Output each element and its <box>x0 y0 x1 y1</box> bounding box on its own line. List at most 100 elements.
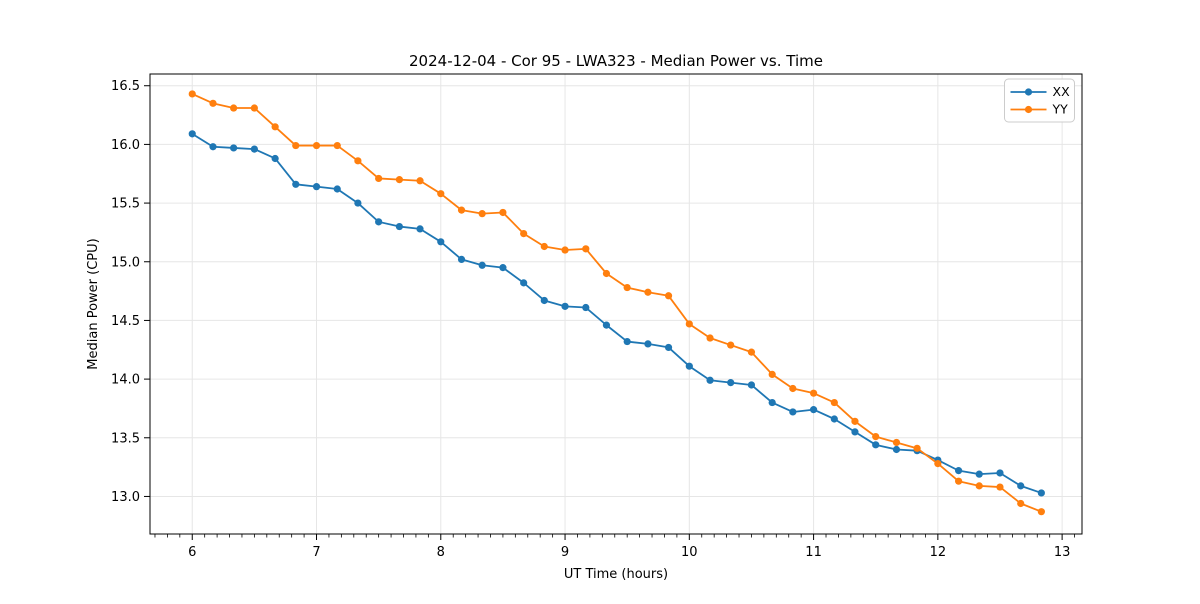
data-point-yy <box>478 210 486 218</box>
data-point-xx <box>768 398 776 407</box>
data-point-yy <box>540 242 548 251</box>
data-point-yy <box>851 417 859 425</box>
data-point-xx <box>333 185 341 193</box>
data-point-yy <box>230 104 238 112</box>
data-point-yy <box>789 384 797 393</box>
data-point-yy <box>747 348 756 356</box>
data-point-yy <box>768 370 776 379</box>
gridlines <box>150 74 1082 534</box>
x-tick-label: 12 <box>930 545 947 560</box>
data-point-xx <box>271 154 279 163</box>
data-point-yy <box>727 341 735 349</box>
data-point-yy <box>644 288 652 296</box>
data-point-xx <box>706 376 714 384</box>
x-tick-label: 11 <box>805 545 822 560</box>
legend-marker <box>1024 88 1033 96</box>
data-point-xx <box>830 415 838 423</box>
data-point-yy <box>1017 499 1025 508</box>
y-tick-label: 15.0 <box>111 255 140 270</box>
data-point-xx <box>457 255 466 264</box>
data-point-yy <box>934 459 942 468</box>
data-point-xx <box>955 467 963 475</box>
data-point-yy <box>354 157 362 165</box>
x-tick-label: 8 <box>437 545 445 560</box>
data-point-xx <box>520 279 528 287</box>
data-point-yy <box>209 99 217 107</box>
data-point-xx <box>809 406 818 414</box>
data-point-xx <box>437 238 445 246</box>
data-point-xx <box>1037 489 1045 497</box>
data-point-yy <box>996 483 1004 491</box>
data-point-xx <box>789 408 797 416</box>
x-tick-label: 13 <box>1054 545 1071 560</box>
data-point-xx <box>1017 482 1025 490</box>
data-point-xx <box>727 379 735 387</box>
data-point-xx <box>561 302 569 310</box>
data-point-xx <box>292 180 300 188</box>
data-point-yy <box>333 141 341 150</box>
data-point-yy <box>250 104 258 112</box>
data-point-yy <box>499 208 507 217</box>
legend-label: YY <box>1052 102 1069 117</box>
data-point-xx <box>664 343 673 352</box>
data-point-yy <box>375 174 383 183</box>
data-point-yy <box>685 320 693 328</box>
data-point-xx <box>540 296 548 305</box>
x-tick-label: 7 <box>312 545 320 560</box>
data-point-yy <box>312 141 321 150</box>
data-point-yy <box>913 444 921 452</box>
y-tick-label: 16.0 <box>111 138 140 153</box>
legend-box <box>1004 78 1075 123</box>
data-point-xx <box>975 470 983 478</box>
y-tick-label: 14.5 <box>111 314 140 329</box>
data-point-yy <box>706 334 714 342</box>
data-series <box>188 90 1045 516</box>
data-point-xx <box>996 469 1004 477</box>
y-tick-label: 15.5 <box>111 197 140 212</box>
data-point-yy <box>292 141 300 150</box>
data-point-yy <box>395 176 404 184</box>
x-tick-label: 9 <box>561 545 569 560</box>
data-point-yy <box>1037 508 1045 516</box>
data-point-yy <box>188 90 196 98</box>
data-point-xx <box>892 445 901 454</box>
legend-label: XX <box>1053 84 1071 99</box>
data-point-xx <box>644 340 652 348</box>
data-point-xx <box>230 144 238 152</box>
y-axis-label: Median Power (CPU) <box>86 238 101 369</box>
data-point-yy <box>955 477 963 485</box>
data-point-xx <box>499 264 507 272</box>
data-point-xx <box>354 199 362 207</box>
data-point-xx <box>582 303 590 312</box>
data-point-yy <box>271 123 279 131</box>
data-point-xx <box>872 441 880 449</box>
data-point-xx <box>478 261 486 269</box>
data-point-yy <box>623 283 631 292</box>
data-point-yy <box>437 190 445 198</box>
data-point-xx <box>250 145 258 153</box>
data-point-yy <box>830 398 838 407</box>
data-point-xx <box>375 218 383 226</box>
chart-title: 2024-12-04 - Cor 95 - LWA323 - Median Po… <box>409 52 823 70</box>
data-point-yy <box>664 292 673 300</box>
y-tick-label: 16.5 <box>111 79 140 94</box>
axes: 6 7 8 9 10 11 12 13 13.0 13.5 14.0 14.5 15.0 15.5 16.0… <box>111 73 1083 560</box>
data-point-xx <box>188 130 196 138</box>
data-point-yy <box>602 269 611 278</box>
data-point-xx <box>416 225 424 233</box>
data-point-yy <box>561 246 569 254</box>
data-point-xx <box>623 337 631 346</box>
x-tick-label: 6 <box>188 545 196 560</box>
data-point-yy <box>809 389 818 397</box>
data-point-xx <box>312 183 321 191</box>
data-point-yy <box>975 482 983 490</box>
data-point-xx <box>209 143 217 151</box>
data-point-xx <box>685 362 693 370</box>
x-axis-label: UT Time (hours) <box>564 567 668 582</box>
x-tick-label: 10 <box>681 545 698 560</box>
legend: XX YY <box>1004 78 1075 123</box>
y-tick-label: 13.5 <box>111 431 140 446</box>
data-point-yy <box>872 433 880 441</box>
